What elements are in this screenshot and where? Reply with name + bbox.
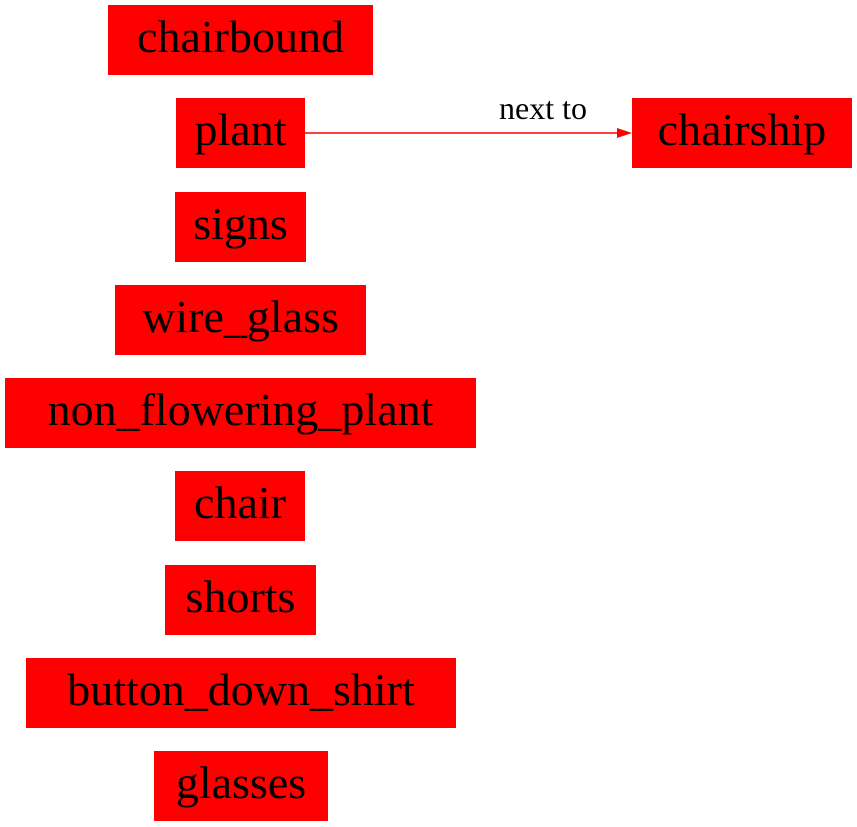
node-chairship[interactable]: chairship: [632, 98, 852, 168]
node-shorts[interactable]: shorts: [165, 565, 316, 635]
node-signs[interactable]: signs: [175, 192, 306, 262]
node-wire-glass[interactable]: wire_glass: [115, 285, 366, 355]
edge-label-next-to: next to: [499, 90, 587, 126]
node-label: chairbound: [137, 11, 344, 62]
node-chair[interactable]: chair: [175, 471, 305, 541]
node-button-down-shirt[interactable]: button_down_shirt: [26, 658, 456, 728]
node-label: button_down_shirt: [67, 664, 415, 715]
node-label: shorts: [185, 571, 296, 622]
node-label: wire_glass: [142, 291, 339, 342]
node-chairbound[interactable]: chairbound: [108, 5, 373, 75]
node-label: glasses: [175, 757, 307, 808]
node-glasses[interactable]: glasses: [154, 751, 328, 821]
node-label: non_flowering_plant: [47, 384, 434, 435]
node-plant[interactable]: plant: [176, 98, 305, 168]
node-non-flowering-plant[interactable]: non_flowering_plant: [5, 378, 476, 448]
node-label: plant: [194, 104, 287, 155]
edge-plant-chairship-arrowhead: [617, 128, 632, 138]
node-label: chair: [194, 477, 286, 528]
node-label: chairship: [657, 104, 827, 155]
node-label: signs: [193, 198, 288, 249]
